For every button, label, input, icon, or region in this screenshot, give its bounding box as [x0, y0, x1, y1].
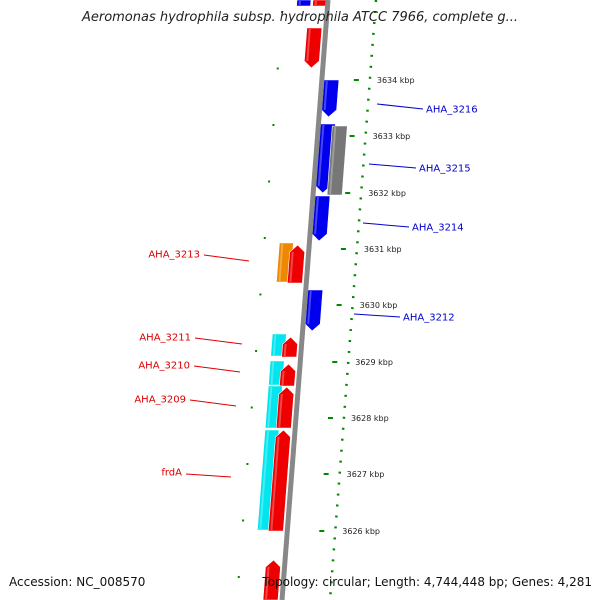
- gene-AHA_3213-red: [286, 244, 306, 284]
- gene-label-AHA_3210: AHA_3210: [138, 361, 190, 372]
- gene-frdA-red-shine: [270, 437, 280, 530]
- accession-text: Accession: NC_008570: [9, 575, 146, 589]
- gene-AHA_3213-red-shine: [289, 252, 294, 282]
- gene-AHA_3212-shine: [307, 291, 312, 324]
- gene-AHA_3209-shine: [267, 387, 273, 427]
- gene-features: [257, 0, 348, 600]
- gene-label-AHA_3213: AHA_3213: [148, 250, 200, 261]
- kbp-tick-label: 3628 kbp: [351, 414, 389, 423]
- kbp-tick-label: 3629 kbp: [355, 358, 393, 367]
- gene-label-frdA: frdA: [161, 468, 182, 479]
- kbp-tick-label: 3627 kbp: [347, 470, 385, 479]
- backbone-band-fill: [238, 0, 330, 600]
- gene-gray-shine: [329, 127, 337, 194]
- leader-line: [193, 365, 241, 373]
- gene-AHA_3216: [321, 79, 340, 118]
- gene-AHA_3211-shine: [272, 335, 277, 355]
- outer-dotted-ring: [328, 0, 378, 600]
- gene-label-AHA_3209: AHA_3209: [134, 395, 186, 406]
- gene-frdA-red: [267, 429, 291, 532]
- gene-gray: [326, 125, 348, 196]
- leader-line: [203, 254, 250, 262]
- kbp-tick-label: 3632 kbp: [368, 189, 406, 198]
- kbp-tick-label: 3631 kbp: [364, 245, 402, 254]
- gene-AHA_3211-red: [281, 336, 298, 358]
- gene-label-AHA_3211: AHA_3211: [139, 333, 191, 344]
- leader-line: [353, 313, 401, 318]
- leader-line: [185, 473, 232, 478]
- leader-line: [194, 337, 243, 345]
- gene-AHA_3212: [304, 289, 324, 332]
- kbp-tick-label: 3634 kbp: [377, 76, 415, 85]
- gene-label-AHA_3216: AHA_3216: [426, 105, 478, 116]
- gene-AHA_3215-shine: [317, 125, 325, 186]
- gene-AHA_3209-red-shine: [278, 394, 283, 427]
- gene-top-red-shine: [314, 1, 317, 5]
- gene-AHA_3211-red-shine: [283, 344, 287, 356]
- kbp-tick-label: 3633 kbp: [373, 132, 411, 141]
- kbp-tick-label: 3626 kbp: [342, 527, 380, 536]
- gene-AHA_3216-shine: [323, 81, 328, 110]
- gene-labels: AHA_3216 AHA_3215 AHA_3214 AHA_3213 AHA_3212…: [134, 103, 478, 479]
- leader-line: [362, 222, 410, 228]
- leader-line: [376, 103, 424, 110]
- gene-AHA_3210-shine: [270, 362, 275, 384]
- gene-label-AHA_3214: AHA_3214: [412, 223, 464, 234]
- backbone-band: [238, 0, 330, 600]
- gene-AHA_3209-red: [275, 386, 295, 429]
- gene-top-blue-shine: [298, 1, 301, 5]
- gene-AHA_3214-shine: [314, 197, 319, 234]
- backbone-line: [279, 0, 331, 600]
- leader-line: [368, 163, 417, 169]
- gene-bottom-red-shine: [265, 567, 270, 599]
- gene-frdA-shine: [259, 431, 269, 529]
- gene-AHA_3210-red-shine: [281, 371, 285, 385]
- gene-bottom-red: [262, 559, 281, 600]
- topology-summary: Topology: circular; Length: 4,744,448 bp…: [262, 575, 592, 589]
- gene-label-AHA_3215: AHA_3215: [419, 164, 471, 175]
- gene-AHA_3213-shine: [278, 244, 284, 281]
- leader-line: [189, 399, 237, 407]
- kbp-tick-label: 3630 kbp: [360, 301, 398, 310]
- gene-red: [303, 27, 323, 69]
- gene-red-shine: [306, 29, 311, 61]
- gene-top-blue: [296, 0, 312, 7]
- gene-AHA_3210-red: [279, 363, 296, 387]
- gene-label-AHA_3212: AHA_3212: [403, 313, 455, 324]
- kbp-ticks: 3634 kbp 3633 kbp 3632 kbp 3631 kbp 3630 kbp…: [319, 76, 415, 536]
- map-title: Aeromonas hydrophila subsp. hydrophila A…: [81, 10, 519, 25]
- backbone-line-stroke: [279, 0, 331, 600]
